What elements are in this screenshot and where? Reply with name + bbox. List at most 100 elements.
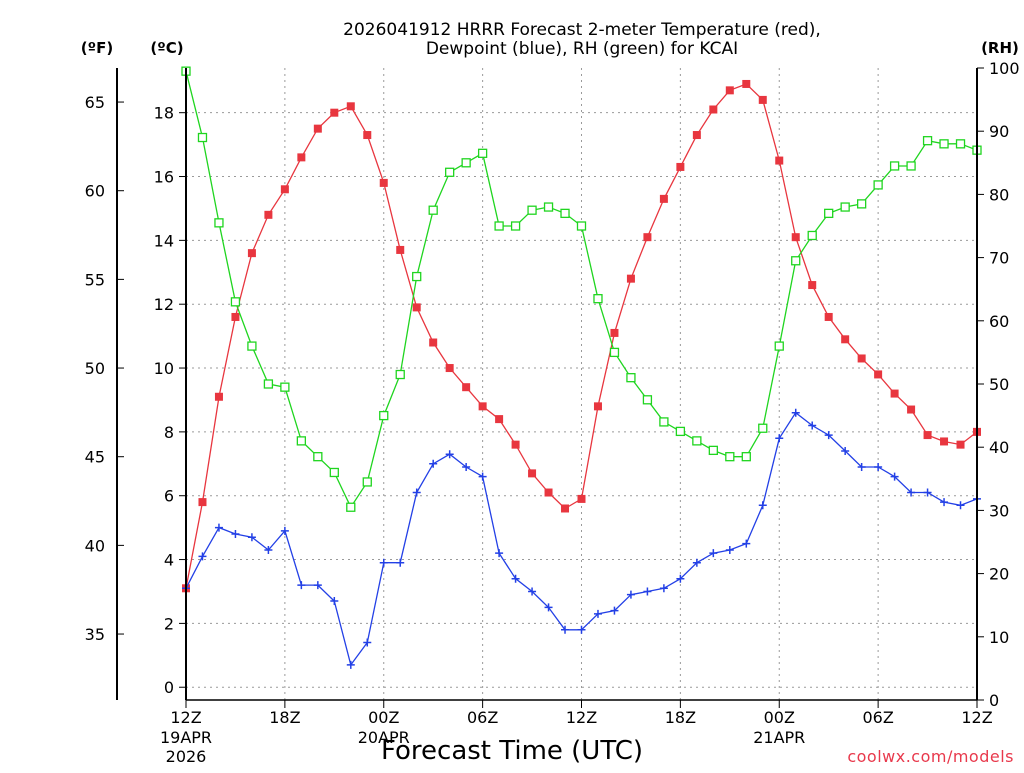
temperature-point xyxy=(264,210,273,219)
rh-tick-label: 20 xyxy=(989,565,1009,584)
dewpoint-point xyxy=(857,462,866,471)
rh-point xyxy=(395,369,405,380)
x-tick-label: 12Z xyxy=(961,708,992,727)
rh-point xyxy=(280,382,290,392)
dewpoint-point xyxy=(445,450,454,459)
temperature-point xyxy=(643,233,652,242)
x-date-label: 2026 xyxy=(166,747,207,766)
rh-point xyxy=(593,294,603,304)
celsius-tick-label: 10 xyxy=(154,359,174,378)
dewpoint-point xyxy=(379,558,388,567)
rh-point xyxy=(659,417,669,427)
dewpoint-point xyxy=(396,558,405,567)
dewpoint-point xyxy=(511,574,520,583)
rh-point xyxy=(247,341,257,351)
dewpoint-point xyxy=(214,523,223,532)
rh-point xyxy=(626,373,636,383)
x-date-label: 21APR xyxy=(753,728,805,747)
rh-point xyxy=(889,161,900,171)
temperature-point xyxy=(313,124,322,133)
dewpoint-point xyxy=(280,526,289,535)
rh-point xyxy=(362,477,372,487)
temperature-point xyxy=(379,178,388,187)
rh-point xyxy=(955,139,966,149)
rh-unit-label: (RH) xyxy=(981,39,1019,57)
dewpoint-point xyxy=(610,606,619,615)
temperature-point xyxy=(610,328,619,337)
dewpoint-point xyxy=(528,587,537,596)
temperature-point xyxy=(907,405,916,414)
dewpoint-point xyxy=(758,501,767,510)
temperature-point xyxy=(775,156,784,165)
chart-title-line1: 2026041912 HRRR Forecast 2-meter Tempera… xyxy=(343,20,821,40)
temperature-point xyxy=(495,415,504,424)
dewpoint-point xyxy=(247,533,256,542)
temperature-point xyxy=(956,440,965,449)
dewpoint-point xyxy=(544,603,553,612)
rh-tick-label: 70 xyxy=(989,249,1009,268)
rh-tick-label: 80 xyxy=(989,185,1009,204)
rh-point xyxy=(214,218,224,228)
rh-point xyxy=(725,452,735,462)
rh-point xyxy=(758,423,768,433)
dewpoint-point xyxy=(841,447,850,456)
dewpoint-point xyxy=(824,431,833,440)
temperature-point xyxy=(890,389,899,398)
temperature-point xyxy=(445,364,454,373)
rh-tick-label: 100 xyxy=(989,59,1020,78)
dewpoint-point xyxy=(907,488,916,497)
rh-point xyxy=(527,205,537,215)
temperature-point xyxy=(709,105,718,114)
temperature-point xyxy=(626,274,635,283)
dewpoint-point xyxy=(676,574,685,583)
axes xyxy=(116,67,984,708)
x-tick-label: 00Z xyxy=(764,708,795,727)
rh-point xyxy=(197,132,208,143)
rh-point xyxy=(263,379,274,389)
x-date-label: 19APR xyxy=(160,728,212,747)
dewpoint-point xyxy=(890,472,899,481)
temperature-point xyxy=(659,194,668,203)
rh-point xyxy=(807,230,817,241)
temperature-point xyxy=(923,431,932,440)
temperature-point xyxy=(346,102,355,111)
temperature-point xyxy=(874,370,883,379)
fahrenheit-tick-label: 50 xyxy=(85,359,105,378)
temperature-point xyxy=(692,131,701,140)
rh-point xyxy=(642,395,653,405)
dewpoint-point xyxy=(626,590,635,599)
dewpoint-point xyxy=(923,488,932,497)
x-tick-label: 12Z xyxy=(566,708,597,727)
dewpoint-point xyxy=(429,459,438,468)
temperature-point xyxy=(758,95,767,104)
dewpoint-point xyxy=(808,421,817,430)
dewpoint-point xyxy=(495,549,504,558)
dewpoint-point xyxy=(313,581,322,590)
temperature-point xyxy=(528,469,537,478)
fahrenheit-tick-label: 35 xyxy=(85,625,105,644)
dewpoint-point xyxy=(346,660,355,669)
rh-point xyxy=(543,202,554,212)
temperature-point xyxy=(462,383,471,392)
dewpoint-point xyxy=(363,638,372,647)
rh-point xyxy=(840,202,850,212)
celsius-tick-label: 12 xyxy=(154,295,174,314)
rh-point xyxy=(791,256,801,266)
temperature-point xyxy=(561,504,570,513)
grid-lines xyxy=(186,68,977,700)
x-date-label: 20APR xyxy=(358,728,410,747)
dewpoint-point xyxy=(264,545,273,554)
rh-point xyxy=(510,221,521,231)
temperature-point xyxy=(940,437,949,446)
rh-point xyxy=(445,167,455,177)
dewpoint-point xyxy=(874,462,883,471)
temperature-point xyxy=(297,153,306,162)
fahrenheit-tick-label: 65 xyxy=(85,93,105,112)
credit-text: coolwx.com/models xyxy=(847,747,1014,766)
rh-point xyxy=(906,161,916,171)
dewpoint-point xyxy=(561,625,570,634)
dewpoint-point xyxy=(742,539,751,548)
rh-tick-label: 50 xyxy=(989,375,1009,394)
